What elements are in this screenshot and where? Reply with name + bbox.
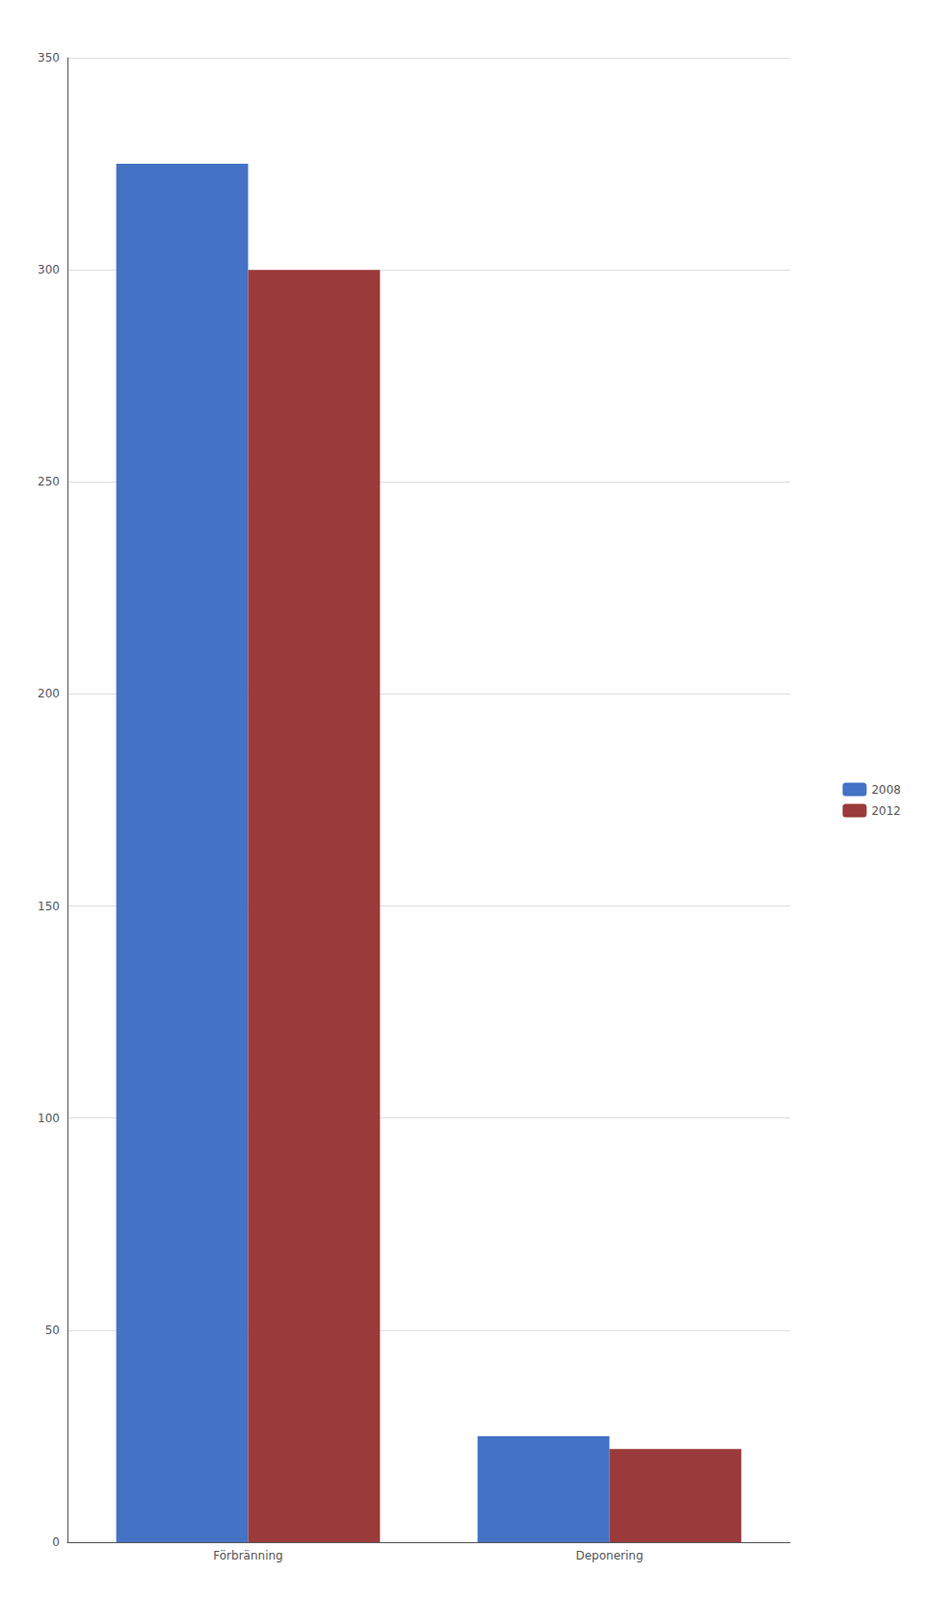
svg-text:Förbränning: Förbränning xyxy=(212,1549,283,1563)
svg-text:0: 0 xyxy=(52,1535,60,1550)
svg-text:50: 50 xyxy=(45,1323,60,1338)
svg-text:150: 150 xyxy=(37,899,60,914)
svg-text:200: 200 xyxy=(37,687,60,701)
svg-text:100: 100 xyxy=(37,1111,60,1126)
svg-text:350: 350 xyxy=(37,51,60,65)
svg-text:250: 250 xyxy=(37,475,60,489)
svg-text:2008: 2008 xyxy=(871,783,901,797)
svg-text:300: 300 xyxy=(37,263,60,277)
svg-text:Deponering: Deponering xyxy=(575,1549,643,1563)
svg-text:2012: 2012 xyxy=(871,804,901,819)
